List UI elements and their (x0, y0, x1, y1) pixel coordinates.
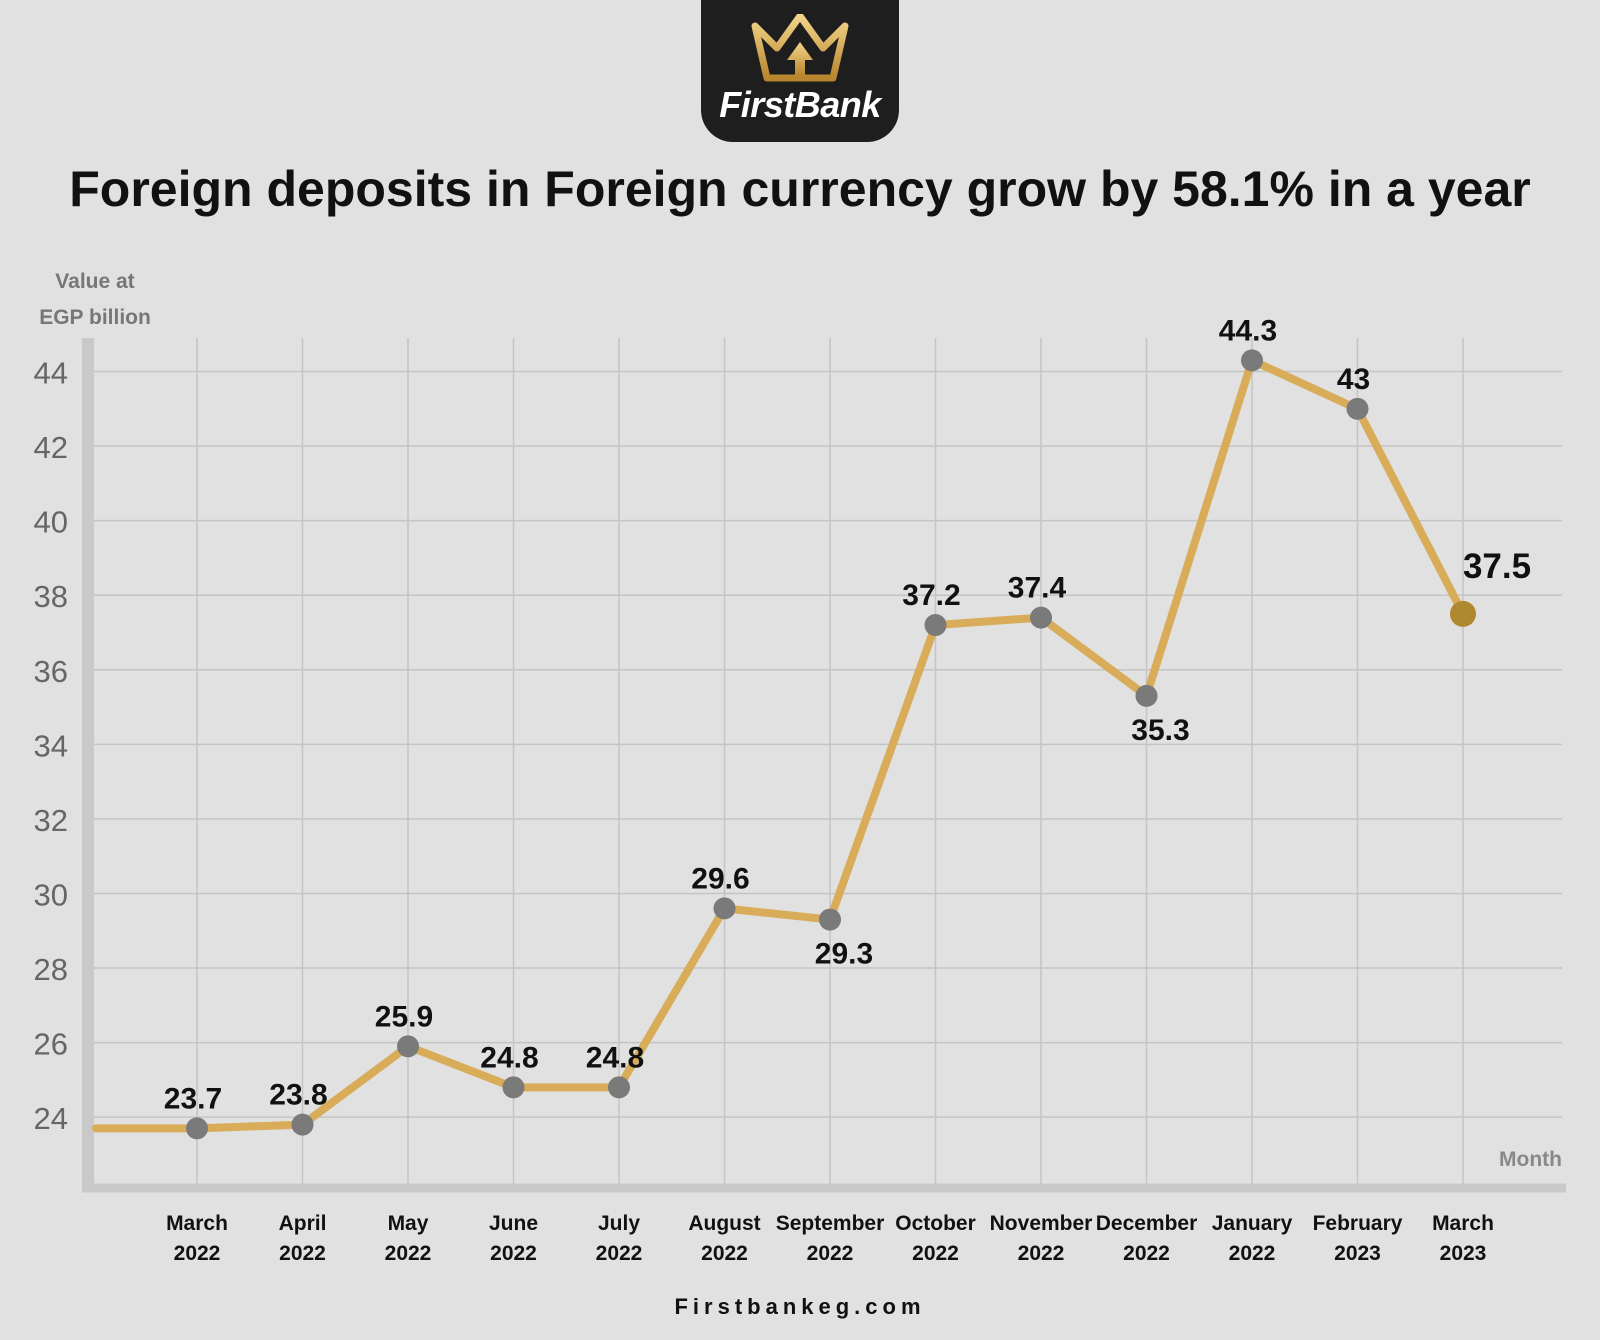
data-label: 35.3 (1131, 714, 1189, 747)
data-label: 44.3 (1219, 314, 1277, 347)
data-labels: 23.7 23.8 25.9 24.8 24.8 29.6 29.3 37.2 37.4 35.3… (164, 314, 1531, 1115)
data-label: 29.3 (815, 938, 873, 971)
x-tick-label: January (1212, 1212, 1293, 1235)
x-tick-label: 2023 (1334, 1242, 1381, 1265)
x-tick-label: September (776, 1212, 885, 1235)
x-tick-label: March (1432, 1212, 1494, 1235)
data-label: 37.4 (1008, 572, 1067, 605)
y-axis-label: Value at (55, 270, 134, 293)
data-point (502, 1076, 525, 1099)
x-tick-label: 2022 (1123, 1242, 1170, 1265)
x-tick-label: 2022 (807, 1242, 854, 1265)
data-point (924, 614, 947, 637)
brand-name: FirstBank (719, 84, 881, 125)
series-line-path (92, 356, 1467, 1133)
x-tick-label: 2022 (490, 1242, 537, 1265)
x-tick-label: October (895, 1212, 976, 1235)
y-tick-labels: 24 26 28 30 32 34 36 38 40 42 44 (34, 356, 68, 1137)
data-points (186, 349, 1476, 1140)
x-tick-label: May (388, 1212, 429, 1235)
x-tick-label: July (598, 1212, 640, 1235)
data-point (1450, 600, 1476, 627)
data-label: 37.5 (1463, 547, 1531, 586)
data-point (819, 908, 841, 931)
data-label: 23.7 (164, 1082, 222, 1115)
y-tick-label: 36 (34, 654, 68, 689)
x-tick-label: April (279, 1212, 327, 1235)
x-tick-label: June (489, 1212, 538, 1235)
crown-icon (751, 14, 849, 82)
data-point (1241, 349, 1263, 372)
data-point (186, 1117, 208, 1140)
data-point (1030, 606, 1052, 629)
x-tick-label: 2022 (174, 1242, 221, 1265)
x-tick-labels: March 2022 April 2022 May 2022 June 2022 July 202… (166, 1212, 1494, 1265)
data-label: 25.9 (375, 1000, 433, 1033)
y-tick-label: 26 (34, 1027, 68, 1062)
data-point (291, 1113, 314, 1136)
firstbank-logo: FirstBank (701, 0, 899, 142)
y-tick-label: 44 (34, 356, 68, 391)
axis-labels: Value at EGP billion Month (39, 270, 1562, 1171)
y-tick-label: 38 (34, 579, 68, 614)
x-tick-label: 2022 (912, 1242, 959, 1265)
grid (88, 338, 1562, 1188)
y-tick-label: 42 (34, 430, 68, 465)
y-tick-label: 40 (34, 505, 68, 540)
data-label: 23.8 (269, 1079, 327, 1112)
data-label: 29.6 (691, 862, 749, 895)
chart-title: Foreign deposits in Foreign currency gro… (69, 161, 1531, 217)
x-tick-label: 2023 (1440, 1242, 1487, 1265)
data-label: 24.8 (586, 1041, 644, 1074)
data-point (1346, 397, 1369, 420)
x-tick-label: December (1096, 1212, 1198, 1235)
x-tick-label: March (166, 1212, 228, 1235)
y-tick-label: 24 (34, 1101, 68, 1136)
x-tick-label: February (1313, 1212, 1403, 1235)
x-tick-label: 2022 (1018, 1242, 1065, 1265)
data-label: 37.2 (902, 579, 960, 612)
x-tick-label: 2022 (701, 1242, 748, 1265)
y-tick-label: 28 (34, 952, 68, 987)
x-tick-label: 2022 (596, 1242, 643, 1265)
x-tick-label: 2022 (385, 1242, 432, 1265)
x-tick-label: 2022 (279, 1242, 326, 1265)
data-label: 43 (1337, 363, 1370, 396)
axes (82, 338, 1566, 1193)
y-tick-label: 34 (34, 728, 68, 763)
series-line (92, 356, 1467, 1133)
y-tick-label: 30 (34, 877, 68, 912)
data-point (397, 1035, 419, 1058)
data-label: 24.8 (480, 1041, 538, 1074)
x-tick-label: 2022 (1229, 1242, 1276, 1265)
footer-url: Firstbankeg.com (674, 1294, 926, 1319)
x-tick-label: November (990, 1212, 1093, 1235)
y-axis-label: EGP billion (39, 306, 151, 329)
y-tick-label: 32 (34, 803, 68, 838)
data-point (1135, 684, 1158, 707)
x-tick-label: August (688, 1212, 760, 1235)
data-point (608, 1076, 630, 1099)
x-axis-label: Month (1499, 1148, 1562, 1171)
data-point (713, 897, 736, 920)
